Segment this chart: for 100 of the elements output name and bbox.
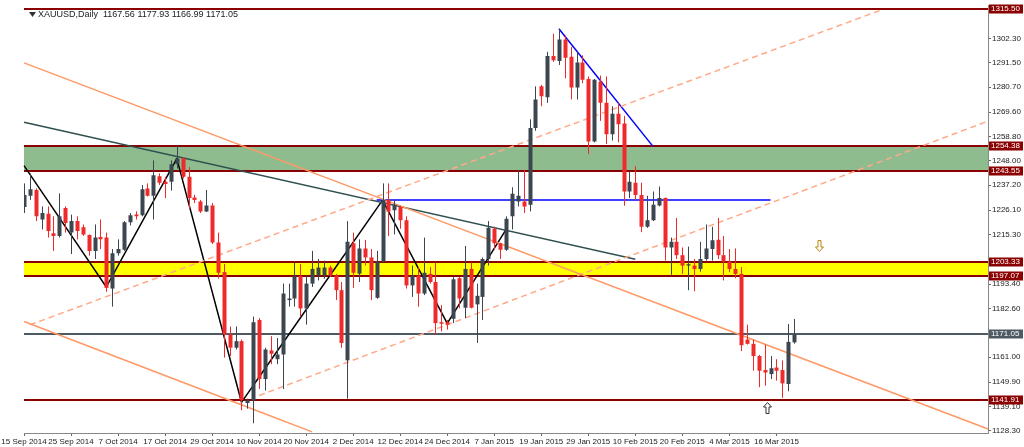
candlestick — [563, 34, 568, 79]
x-tick-label: 20 Feb 2015 — [659, 437, 706, 446]
x-tick-label: 2 Dec 2014 — [332, 437, 375, 446]
candlestick — [745, 324, 750, 346]
candlestick — [234, 325, 239, 350]
candlestick — [686, 246, 691, 291]
candlestick — [46, 205, 51, 239]
ref-line-label: 1254.38 — [991, 141, 1021, 151]
x-tick-label: 24 Dec 2014 — [424, 437, 471, 446]
candlestick — [710, 226, 715, 262]
candlestick — [75, 215, 80, 240]
x-tick-label: 4 Mar 2015 — [709, 437, 751, 446]
candlestick — [287, 283, 292, 308]
ref-line-label: 1203.33 — [991, 257, 1021, 267]
y-tick-label: 1302.30 — [992, 33, 1022, 43]
candlestick — [792, 318, 797, 345]
x-tick-label: 7 Jan 2015 — [474, 437, 515, 446]
y-tick-label: 1248.00 — [992, 156, 1022, 166]
candlestick — [386, 182, 391, 237]
candlestick — [28, 172, 33, 201]
candlestick — [680, 247, 685, 275]
candlestick — [275, 337, 280, 365]
candlestick — [645, 195, 650, 229]
x-tick-label: 19 Jan 2015 — [519, 437, 564, 446]
ref-line-label: 1141.91 — [991, 395, 1020, 405]
candlestick — [363, 239, 368, 267]
x-tick-label: 29 Jan 2015 — [566, 437, 611, 446]
candlestick — [181, 156, 186, 179]
candlestick — [551, 33, 556, 63]
candlestick — [63, 205, 68, 234]
candlestick — [24, 182, 27, 214]
candlestick — [704, 223, 709, 262]
candlestick — [627, 171, 632, 199]
candlestick — [769, 355, 774, 380]
y-tick-label: 1226.10 — [992, 205, 1022, 215]
candlestick — [87, 233, 92, 257]
candlestick — [69, 214, 74, 255]
candlestick — [398, 205, 403, 230]
candlestick — [780, 359, 785, 399]
candlestick — [93, 223, 98, 260]
candlestick — [51, 215, 56, 252]
y-tick-label: 1182.60 — [992, 303, 1021, 313]
candlestick — [751, 339, 756, 372]
candlestick — [228, 325, 233, 357]
ref-line-label: 1315.50 — [991, 4, 1021, 14]
x-tick-label: 17 Oct 2014 — [143, 437, 188, 446]
candlestick — [439, 304, 444, 332]
candlestick — [416, 266, 421, 308]
candlestick — [610, 105, 615, 142]
candlestick — [392, 199, 397, 235]
candlestick — [727, 248, 732, 273]
candlestick — [522, 169, 527, 214]
candlestick — [733, 247, 738, 279]
candlestick — [616, 102, 621, 143]
candlestick — [757, 354, 762, 388]
candlestick — [151, 159, 156, 221]
y-tick-label: 1128.30 — [992, 426, 1021, 436]
candlestick — [57, 192, 62, 239]
y-tick-label: 1258.80 — [992, 131, 1022, 141]
y-tick-label: 1161.00 — [992, 352, 1021, 362]
y-tick-label: 1149.90 — [992, 377, 1021, 387]
candlestick — [651, 191, 656, 222]
candlestick — [633, 165, 638, 201]
x-tick-label: 25 Sep 2014 — [48, 437, 95, 446]
y-tick-label: 1215.30 — [992, 229, 1022, 239]
y-tick-label: 1280.70 — [992, 82, 1022, 92]
candlestick — [774, 358, 779, 382]
x-tick-label: 10 Feb 2015 — [612, 437, 659, 446]
candlestick — [457, 276, 462, 309]
candlestick — [674, 217, 679, 260]
candlestick — [721, 235, 726, 281]
x-tick-label: 15 Sep 2014 — [1, 437, 48, 446]
candlestick — [169, 159, 174, 192]
y-tick-label: 1193.40 — [992, 279, 1021, 289]
candlestick — [539, 84, 544, 107]
candlestick — [269, 335, 274, 365]
y-tick-label: 1269.60 — [992, 107, 1022, 117]
y-tick-label: 1237.20 — [992, 180, 1022, 190]
candlestick — [334, 273, 339, 301]
x-tick-label: 16 Mar 2015 — [753, 437, 800, 446]
x-tick-label: 7 Oct 2014 — [98, 437, 139, 446]
x-tick-label: 12 Dec 2014 — [377, 437, 424, 446]
x-tick-label: 10 Nov 2014 — [236, 437, 283, 446]
ref-line-label: 1171.05 — [991, 329, 1020, 339]
ref-line-label: 1197.07 — [991, 271, 1020, 281]
chart-title: XAUUSD,Daily 1167.56 1177.93 1166.99 1171.05 — [38, 9, 238, 19]
candlestick — [40, 205, 45, 230]
ref-line-label: 1243.55 — [991, 166, 1021, 176]
candlestick — [492, 226, 497, 250]
x-tick-label: 29 Oct 2014 — [190, 437, 235, 446]
candlestick — [716, 217, 721, 260]
candlestick — [422, 237, 427, 296]
x-tick-label: 20 Nov 2014 — [283, 437, 330, 446]
candlestick — [410, 265, 415, 298]
candlestick — [510, 186, 515, 230]
candlestick — [763, 344, 768, 387]
candlestick — [580, 54, 585, 84]
y-tick-label: 1291.50 — [992, 57, 1022, 67]
candlestick — [698, 241, 703, 273]
candlestick — [557, 28, 562, 66]
